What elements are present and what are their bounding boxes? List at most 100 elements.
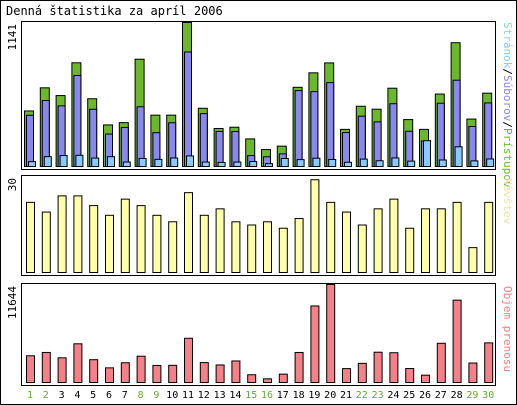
kbytes-bar	[436, 342, 446, 383]
day-label: 10	[166, 390, 178, 401]
day-label: 9	[153, 390, 159, 401]
day-labels: 1 2 3 4 5 6 7 8 9 10 11 12 13 14 15 16 17 18 19 20 21 22 23 24 2…	[27, 390, 494, 401]
visits-bar	[326, 201, 336, 273]
pages-bar	[391, 157, 400, 167]
pages-bar	[328, 158, 337, 168]
kbytes-bar	[452, 299, 462, 384]
day-label: 25	[403, 390, 415, 401]
hits-files-pages-legend: Stránok/Súborov/Prístupov	[501, 22, 514, 188]
day-label: 21	[340, 390, 352, 401]
pages-bar	[249, 161, 258, 168]
visits-bars	[26, 179, 494, 274]
kbytes-bar	[484, 342, 494, 383]
visits-bar	[342, 211, 351, 273]
pages-bar	[28, 161, 36, 168]
visits-bar	[468, 247, 478, 273]
hits-files-pages-frame	[21, 21, 496, 170]
day-label: 2	[43, 390, 49, 401]
visits-bar	[231, 221, 241, 273]
files-bar	[184, 51, 192, 167]
visits-bar	[73, 195, 83, 273]
legend-separator-2: /	[501, 121, 514, 128]
pages-bar	[454, 146, 463, 168]
day-label: 27	[435, 390, 447, 401]
pages-bar	[59, 155, 68, 167]
day-label: 1	[27, 390, 33, 401]
kbytes-max-label: 11644	[6, 286, 19, 319]
day-label: 23	[372, 390, 384, 401]
visits-bar	[421, 208, 430, 273]
files-bar	[199, 113, 208, 167]
pages-bar	[107, 156, 115, 168]
day-label: 16	[261, 390, 273, 401]
files-bar	[342, 132, 350, 167]
kbytes-bar	[41, 351, 51, 384]
pages-bar	[265, 163, 273, 168]
kbytes-bar	[263, 378, 272, 383]
visits-bar	[357, 224, 367, 273]
day-label: 14	[229, 390, 241, 401]
legend-navstev: Návštev	[501, 178, 514, 225]
day-label: 29	[466, 390, 478, 401]
kbytes-bar	[215, 364, 225, 383]
pages-bar	[407, 160, 416, 167]
kbytes-bar	[468, 362, 478, 383]
visits-bar	[120, 198, 130, 273]
pages-bar	[344, 161, 352, 167]
files-bar	[136, 106, 145, 168]
files-bar	[26, 114, 34, 167]
visits-bar	[152, 214, 162, 274]
pages-bar	[138, 157, 147, 168]
files-bar	[326, 82, 335, 167]
kbytes-panel: 11644 Objem prenosu	[6, 283, 514, 386]
pages-bar	[122, 161, 131, 167]
day-label: 22	[356, 390, 368, 401]
files-bar	[120, 126, 129, 167]
pages-bar	[438, 159, 447, 168]
pages-bar	[91, 157, 100, 167]
files-bar	[215, 130, 224, 168]
visits-bar	[310, 179, 320, 274]
day-label: 7	[122, 390, 128, 401]
kbytes-bar	[168, 364, 178, 383]
pages-bar	[359, 158, 368, 168]
kbytes-bar	[389, 352, 399, 384]
kbytes-bar	[89, 359, 99, 384]
pages-bar	[423, 140, 431, 168]
legend-separator-1: /	[501, 68, 514, 75]
visits-bar	[26, 201, 35, 273]
kbytes-bar	[152, 364, 162, 384]
pages-bar	[375, 160, 384, 167]
files-bar	[484, 102, 493, 168]
chart-title: Denná štatistika za apríl 2006	[6, 4, 223, 18]
visits-bar	[373, 208, 383, 273]
legend-stranok: Stránok	[501, 22, 514, 69]
files-bar	[73, 74, 82, 167]
day-label: 12	[198, 390, 210, 401]
visits-max-label: 30	[6, 178, 19, 191]
files-bar	[389, 103, 398, 168]
visits-bar	[184, 192, 193, 274]
visits-bar	[294, 218, 304, 274]
pages-bar	[43, 156, 52, 168]
pages-bar	[201, 161, 210, 167]
day-label: 30	[482, 390, 494, 401]
visits-bar	[168, 221, 178, 273]
day-label: 24	[387, 390, 399, 401]
kbytes-bar	[310, 305, 320, 383]
hits-files-pages-panel: 1141 Stránok/Súborov/Prístupov	[6, 21, 514, 188]
kbytes-bar	[373, 351, 383, 384]
files-bar	[436, 102, 445, 167]
visits-bar	[57, 195, 67, 273]
day-label: 3	[59, 390, 65, 401]
pages-bar	[233, 161, 242, 167]
files-bar	[231, 131, 240, 167]
visits-bar	[484, 201, 494, 273]
kbytes-bar	[73, 343, 83, 384]
kbytes-bar	[342, 368, 351, 384]
day-label: 6	[106, 390, 112, 401]
pages-bar	[280, 157, 289, 168]
kbytes-bar	[247, 374, 257, 384]
visits-bar	[405, 227, 415, 274]
legend-suborov: Súborov	[501, 75, 514, 122]
